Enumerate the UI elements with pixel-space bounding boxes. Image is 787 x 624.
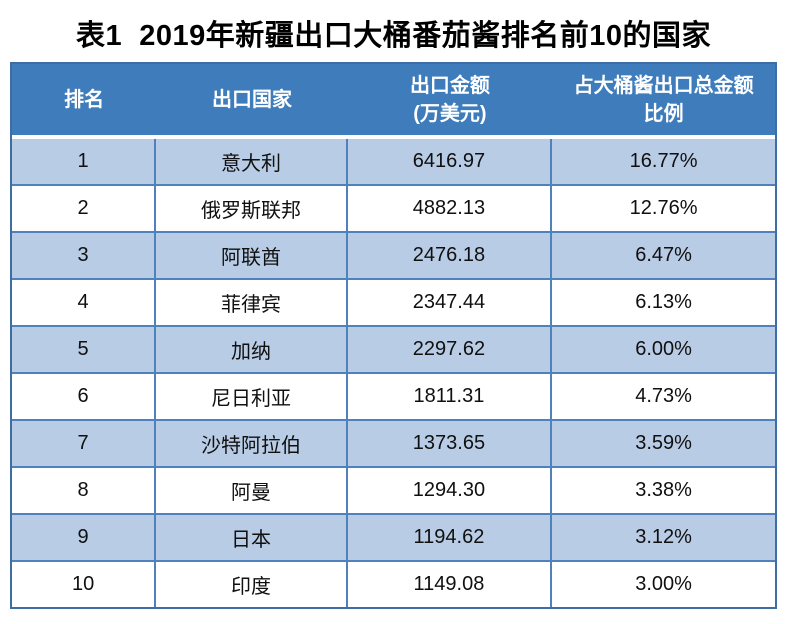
cell-amount: 1194.62 [347, 515, 553, 562]
cell-share: 12.76% [552, 186, 775, 233]
table-row: 1 意大利 6416.97 16.77% [12, 139, 775, 186]
cell-share: 3.59% [552, 421, 775, 468]
cell-rank: 4 [12, 280, 157, 327]
cell-share: 3.12% [552, 515, 775, 562]
cell-rank: 5 [12, 327, 157, 374]
cell-share: 6.47% [552, 233, 775, 280]
cell-rank: 8 [12, 468, 157, 515]
cell-amount: 1149.08 [347, 562, 553, 607]
header-line: 排名 [64, 88, 105, 111]
cell-country: 阿曼 [156, 468, 348, 515]
cell-rank: 10 [12, 562, 157, 607]
table-row: 7 沙特阿拉伯 1373.65 3.59% [12, 421, 775, 468]
cell-amount: 4882.13 [347, 186, 553, 233]
cell-amount: 2476.18 [347, 233, 553, 280]
col-header-country: 出口国家 [156, 64, 348, 139]
cell-country: 尼日利亚 [156, 374, 348, 421]
cell-amount: 6416.97 [347, 139, 553, 186]
header-line: 比例 [643, 102, 684, 125]
cell-share: 16.77% [552, 139, 775, 186]
table-title: 表1 2019年新疆出口大桶番茄酱排名前10的国家 [75, 20, 711, 52]
col-header-rank: 排名 [12, 64, 157, 139]
col-header-share: 占大桶酱出口总金额 比例 [552, 64, 775, 139]
table-row: 4 菲律宾 2347.44 6.13% [12, 280, 775, 327]
table-row: 2 俄罗斯联邦 4882.13 12.76% [12, 186, 775, 233]
cell-country: 阿联酋 [156, 233, 348, 280]
cell-country: 日本 [156, 515, 348, 562]
cell-country: 沙特阿拉伯 [156, 421, 348, 468]
header-line: (万美元) [413, 102, 487, 125]
table-row: 3 阿联酋 2476.18 6.47% [12, 233, 775, 280]
cell-share: 3.00% [552, 562, 775, 607]
cell-amount: 1294.30 [347, 468, 553, 515]
cell-amount: 2347.44 [347, 280, 553, 327]
table-row: 10 印度 1149.08 3.00% [12, 562, 775, 607]
cell-amount: 2297.62 [347, 327, 553, 374]
cell-country: 菲律宾 [156, 280, 348, 327]
cell-rank: 7 [12, 421, 157, 468]
table-row: 5 加纳 2297.62 6.00% [12, 327, 775, 374]
cell-share: 6.13% [552, 280, 775, 327]
table-row: 6 尼日利亚 1811.31 4.73% [12, 374, 775, 421]
cell-share: 3.38% [552, 468, 775, 515]
col-header-amount: 出口金额 (万美元) [347, 64, 553, 139]
cell-rank: 3 [12, 233, 157, 280]
table-row: 9 日本 1194.62 3.12% [12, 515, 775, 562]
table-row: 8 阿曼 1294.30 3.38% [12, 468, 775, 515]
header-line: 出口金额 [409, 74, 490, 97]
cell-rank: 6 [12, 374, 157, 421]
header-line: 出口国家 [211, 88, 292, 111]
cell-rank: 9 [12, 515, 157, 562]
header-line: 占大桶酱出口总金额 [573, 74, 754, 97]
header-row: 排名 出口国家 出口金额 (万美元) 占大桶酱出口总金额 比例 [12, 64, 775, 139]
cell-amount: 1811.31 [347, 374, 553, 421]
cell-share: 4.73% [552, 374, 775, 421]
cell-rank: 2 [12, 186, 157, 233]
cell-country: 加纳 [156, 327, 348, 374]
cell-country: 俄罗斯联邦 [156, 186, 348, 233]
cell-country: 印度 [156, 562, 348, 607]
cell-amount: 1373.65 [347, 421, 553, 468]
cell-country: 意大利 [156, 139, 348, 186]
cell-rank: 1 [12, 139, 157, 186]
export-ranking-table: 排名 出口国家 出口金额 (万美元) 占大桶酱出口总金额 比例 1 意大利 64… [10, 62, 777, 609]
cell-share: 6.00% [552, 327, 775, 374]
